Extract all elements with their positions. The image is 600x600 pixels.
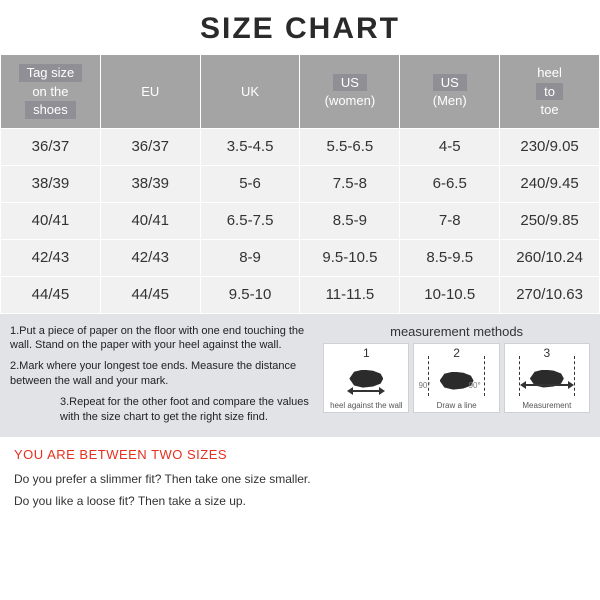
table-cell: 7-8 (400, 202, 500, 239)
table-row: 40/4140/416.5-7.58.5-97-8250/9.85 (1, 202, 600, 239)
table-cell: 44/45 (1, 276, 101, 313)
foot-icon (505, 360, 589, 402)
table-cell: 3.5-4.5 (200, 128, 300, 165)
step-caption: heel against the wall (330, 402, 403, 412)
table-cell: 9.5-10 (200, 276, 300, 313)
foot-icon (324, 360, 408, 402)
table-cell: 8.5-9.5 (400, 239, 500, 276)
table-row: 44/4544/459.5-1011-11.510-10.5270/10.63 (1, 276, 600, 313)
table-cell: 5-6 (200, 165, 300, 202)
table-cell: 230/9.05 (500, 128, 600, 165)
step-number: 2 (453, 346, 460, 360)
between-sizes-line: Do you prefer a slimmer fit? Then take o… (14, 472, 586, 486)
table-cell: 44/45 (100, 276, 200, 313)
table-row: 36/3736/373.5-4.55.5-6.54-5230/9.05 (1, 128, 600, 165)
measurement-step: 290°90°Draw a line (413, 343, 499, 413)
column-header: heeltotoe (500, 55, 600, 129)
foot-icon: 90°90° (414, 360, 498, 402)
table-cell: 38/39 (1, 165, 101, 202)
instruction-paragraph: 2.Mark where your longest toe ends. Meas… (10, 359, 313, 389)
table-cell: 250/9.85 (500, 202, 600, 239)
step-number: 1 (363, 346, 370, 360)
column-header: US(women) (300, 55, 400, 129)
measurement-title: measurement methods (323, 324, 590, 339)
column-header: UK (200, 55, 300, 129)
measurement-step: 3 Measurement (504, 343, 590, 413)
table-cell: 8.5-9 (300, 202, 400, 239)
between-sizes-line: Do you like a loose fit? Then take a siz… (14, 494, 586, 508)
table-cell: 40/41 (1, 202, 101, 239)
table-cell: 6.5-7.5 (200, 202, 300, 239)
table-row: 42/4342/438-99.5-10.58.5-9.5260/10.24 (1, 239, 600, 276)
table-cell: 40/41 (100, 202, 200, 239)
instruction-paragraph: 3.Repeat for the other foot and compare … (10, 395, 313, 425)
page-title: SIZE CHART (0, 0, 600, 54)
table-cell: 4-5 (400, 128, 500, 165)
table-cell: 42/43 (1, 239, 101, 276)
table-cell: 5.5-6.5 (300, 128, 400, 165)
step-caption: Draw a line (437, 402, 477, 412)
step-number: 3 (544, 346, 551, 360)
column-header: EU (100, 55, 200, 129)
table-cell: 36/37 (1, 128, 101, 165)
table-cell: 10-10.5 (400, 276, 500, 313)
table-cell: 42/43 (100, 239, 200, 276)
table-cell: 9.5-10.5 (300, 239, 400, 276)
column-header: US(Men) (400, 55, 500, 129)
column-header: Tag sizeon theshoes (1, 55, 101, 129)
between-sizes-title: YOU ARE BETWEEN TWO SIZES (14, 447, 586, 462)
table-cell: 7.5-8 (300, 165, 400, 202)
between-sizes-panel: YOU ARE BETWEEN TWO SIZES Do you prefer … (0, 437, 600, 518)
table-row: 38/3938/395-67.5-86-6.5240/9.45 (1, 165, 600, 202)
table-cell: 6-6.5 (400, 165, 500, 202)
size-chart-table: Tag sizeon theshoesEUUKUS(women)US(Men)h… (0, 54, 600, 314)
instructions-panel: 1.Put a piece of paper on the floor with… (0, 314, 600, 437)
table-cell: 260/10.24 (500, 239, 600, 276)
measurement-step: 1 heel against the wall (323, 343, 409, 413)
table-cell: 8-9 (200, 239, 300, 276)
table-cell: 11-11.5 (300, 276, 400, 313)
table-cell: 240/9.45 (500, 165, 600, 202)
instruction-paragraph: 1.Put a piece of paper on the floor with… (10, 324, 313, 354)
table-cell: 270/10.63 (500, 276, 600, 313)
step-caption: Measurement (522, 402, 571, 412)
table-cell: 36/37 (100, 128, 200, 165)
table-cell: 38/39 (100, 165, 200, 202)
